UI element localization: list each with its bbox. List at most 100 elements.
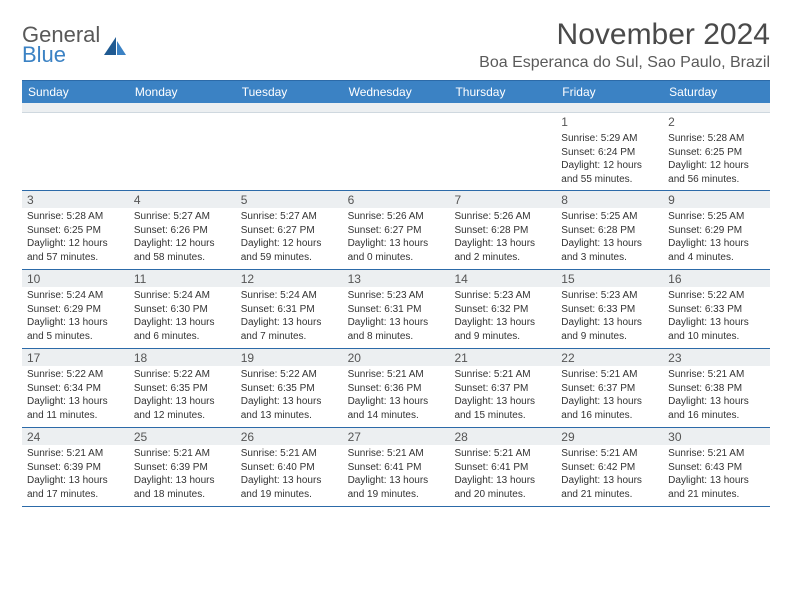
day-detail-line: Daylight: 12 hours bbox=[241, 237, 338, 251]
day-number-bar: 23 bbox=[663, 349, 770, 366]
day-number: 22 bbox=[561, 351, 658, 365]
day-number: 10 bbox=[27, 272, 124, 286]
day-detail-line: Sunset: 6:39 PM bbox=[27, 461, 124, 475]
weekday-header: Sunday bbox=[22, 81, 129, 103]
spacer-row bbox=[22, 103, 770, 113]
day-detail-line: and 9 minutes. bbox=[561, 330, 658, 344]
day-detail-line: Daylight: 13 hours bbox=[561, 395, 658, 409]
day-detail-line: and 19 minutes. bbox=[348, 488, 445, 502]
day-number: 7 bbox=[454, 193, 551, 207]
day-detail-line: and 4 minutes. bbox=[668, 251, 765, 265]
calendar-week: 10 Sunrise: 5:24 AMSunset: 6:29 PMDayligh… bbox=[22, 270, 770, 349]
day-detail-line: and 3 minutes. bbox=[561, 251, 658, 265]
day-detail-line: Sunset: 6:35 PM bbox=[241, 382, 338, 396]
day-detail-line: Sunset: 6:41 PM bbox=[454, 461, 551, 475]
day-detail-line: Daylight: 13 hours bbox=[454, 237, 551, 251]
day-detail-line: Daylight: 13 hours bbox=[561, 237, 658, 251]
day-detail-line: Daylight: 13 hours bbox=[348, 237, 445, 251]
day-number: 24 bbox=[27, 430, 124, 444]
day-details: Sunrise: 5:21 AMSunset: 6:42 PMDaylight:… bbox=[561, 447, 658, 501]
calendar-week: 17 Sunrise: 5:22 AMSunset: 6:34 PMDayligh… bbox=[22, 349, 770, 428]
day-number-bar: 17 bbox=[22, 349, 129, 366]
day-number: 11 bbox=[134, 272, 231, 286]
calendar-day: 11Sunrise: 5:24 AMSunset: 6:30 PMDayligh… bbox=[129, 270, 236, 348]
day-detail-line: Sunrise: 5:21 AM bbox=[241, 447, 338, 461]
day-details: Sunrise: 5:21 AMSunset: 6:41 PMDaylight:… bbox=[454, 447, 551, 501]
day-detail-line: and 21 minutes. bbox=[561, 488, 658, 502]
day-detail-line: Sunrise: 5:21 AM bbox=[27, 447, 124, 461]
day-detail-line: Daylight: 13 hours bbox=[134, 474, 231, 488]
calendar-day bbox=[343, 113, 450, 190]
calendar-day: 20Sunrise: 5:21 AMSunset: 6:36 PMDayligh… bbox=[343, 349, 450, 427]
day-details: Sunrise: 5:29 AMSunset: 6:24 PMDaylight:… bbox=[561, 132, 658, 186]
day-detail-line: Sunset: 6:31 PM bbox=[241, 303, 338, 317]
calendar-day: 9Sunrise: 5:25 AMSunset: 6:29 PMDaylight… bbox=[663, 191, 770, 269]
calendar-grid: Sunday Monday Tuesday Wednesday Thursday… bbox=[22, 80, 770, 507]
day-number-bar: 13 bbox=[343, 270, 450, 287]
day-number: 4 bbox=[134, 193, 231, 207]
calendar-day: 2Sunrise: 5:28 AMSunset: 6:25 PMDaylight… bbox=[663, 113, 770, 190]
page-title: November 2024 bbox=[479, 18, 770, 52]
day-number: 3 bbox=[27, 193, 124, 207]
day-detail-line: Sunset: 6:30 PM bbox=[134, 303, 231, 317]
day-number-bar: 11 bbox=[129, 270, 236, 287]
day-number: 29 bbox=[561, 430, 658, 444]
day-detail-line: Daylight: 12 hours bbox=[561, 159, 658, 173]
day-number-bar: 9 bbox=[663, 191, 770, 208]
day-detail-line: Sunrise: 5:29 AM bbox=[561, 132, 658, 146]
day-number-bar: 27 bbox=[343, 428, 450, 445]
day-detail-line: Sunset: 6:28 PM bbox=[561, 224, 658, 238]
day-detail-line: Daylight: 13 hours bbox=[454, 316, 551, 330]
weeks-container: 1Sunrise: 5:29 AMSunset: 6:24 PMDaylight… bbox=[22, 113, 770, 507]
day-details: Sunrise: 5:24 AMSunset: 6:29 PMDaylight:… bbox=[27, 289, 124, 343]
day-number: 9 bbox=[668, 193, 765, 207]
day-detail-line: Daylight: 13 hours bbox=[27, 395, 124, 409]
calendar-day: 10 Sunrise: 5:24 AMSunset: 6:29 PMDayligh… bbox=[22, 270, 129, 348]
day-details: Sunrise: 5:25 AMSunset: 6:28 PMDaylight:… bbox=[561, 210, 658, 264]
day-detail-line: Daylight: 13 hours bbox=[454, 474, 551, 488]
logo: General Blue bbox=[22, 24, 128, 66]
day-detail-line: Daylight: 13 hours bbox=[27, 316, 124, 330]
day-number: 21 bbox=[454, 351, 551, 365]
day-detail-line: and 12 minutes. bbox=[134, 409, 231, 423]
day-detail-line: and 17 minutes. bbox=[27, 488, 124, 502]
day-detail-line: Daylight: 13 hours bbox=[134, 316, 231, 330]
day-detail-line: Daylight: 13 hours bbox=[134, 395, 231, 409]
day-detail-line: Sunset: 6:38 PM bbox=[668, 382, 765, 396]
day-number: 6 bbox=[348, 193, 445, 207]
day-detail-line: Sunset: 6:29 PM bbox=[27, 303, 124, 317]
day-detail-line: Sunrise: 5:21 AM bbox=[348, 368, 445, 382]
day-detail-line: Sunrise: 5:21 AM bbox=[454, 368, 551, 382]
day-detail-line: Daylight: 13 hours bbox=[348, 316, 445, 330]
day-details: Sunrise: 5:21 AMSunset: 6:37 PMDaylight:… bbox=[454, 368, 551, 422]
day-number-bar: 1 bbox=[556, 113, 663, 130]
day-detail-line: Sunset: 6:41 PM bbox=[348, 461, 445, 475]
calendar-day: 24Sunrise: 5:21 AMSunset: 6:39 PMDayligh… bbox=[22, 428, 129, 506]
day-detail-line: Daylight: 13 hours bbox=[561, 474, 658, 488]
calendar-day: 18Sunrise: 5:22 AMSunset: 6:35 PMDayligh… bbox=[129, 349, 236, 427]
day-details: Sunrise: 5:22 AMSunset: 6:34 PMDaylight:… bbox=[27, 368, 124, 422]
day-details: Sunrise: 5:24 AMSunset: 6:31 PMDaylight:… bbox=[241, 289, 338, 343]
day-detail-line: Sunrise: 5:21 AM bbox=[561, 447, 658, 461]
day-number-bar: 14 bbox=[449, 270, 556, 287]
day-detail-line: and 19 minutes. bbox=[241, 488, 338, 502]
day-detail-line: and 10 minutes. bbox=[668, 330, 765, 344]
day-detail-line: and 57 minutes. bbox=[27, 251, 124, 265]
day-detail-line: Sunrise: 5:21 AM bbox=[134, 447, 231, 461]
day-detail-line: and 14 minutes. bbox=[348, 409, 445, 423]
day-detail-line: and 56 minutes. bbox=[668, 173, 765, 187]
day-number: 14 bbox=[454, 272, 551, 286]
day-number: 5 bbox=[241, 193, 338, 207]
logo-sail-icon bbox=[102, 35, 128, 57]
day-detail-line: Daylight: 13 hours bbox=[668, 474, 765, 488]
calendar-day: 1 Sunrise: 5:29 AMSunset: 6:24 PMDaylight… bbox=[556, 113, 663, 190]
day-details: Sunrise: 5:23 AMSunset: 6:31 PMDaylight:… bbox=[348, 289, 445, 343]
day-detail-line: Sunrise: 5:21 AM bbox=[561, 368, 658, 382]
day-detail-line: and 59 minutes. bbox=[241, 251, 338, 265]
day-number: 19 bbox=[241, 351, 338, 365]
day-number: 20 bbox=[348, 351, 445, 365]
day-detail-line: Sunset: 6:24 PM bbox=[561, 146, 658, 160]
day-number-bar: 2 bbox=[663, 113, 770, 130]
day-detail-line: and 20 minutes. bbox=[454, 488, 551, 502]
day-number: 25 bbox=[134, 430, 231, 444]
